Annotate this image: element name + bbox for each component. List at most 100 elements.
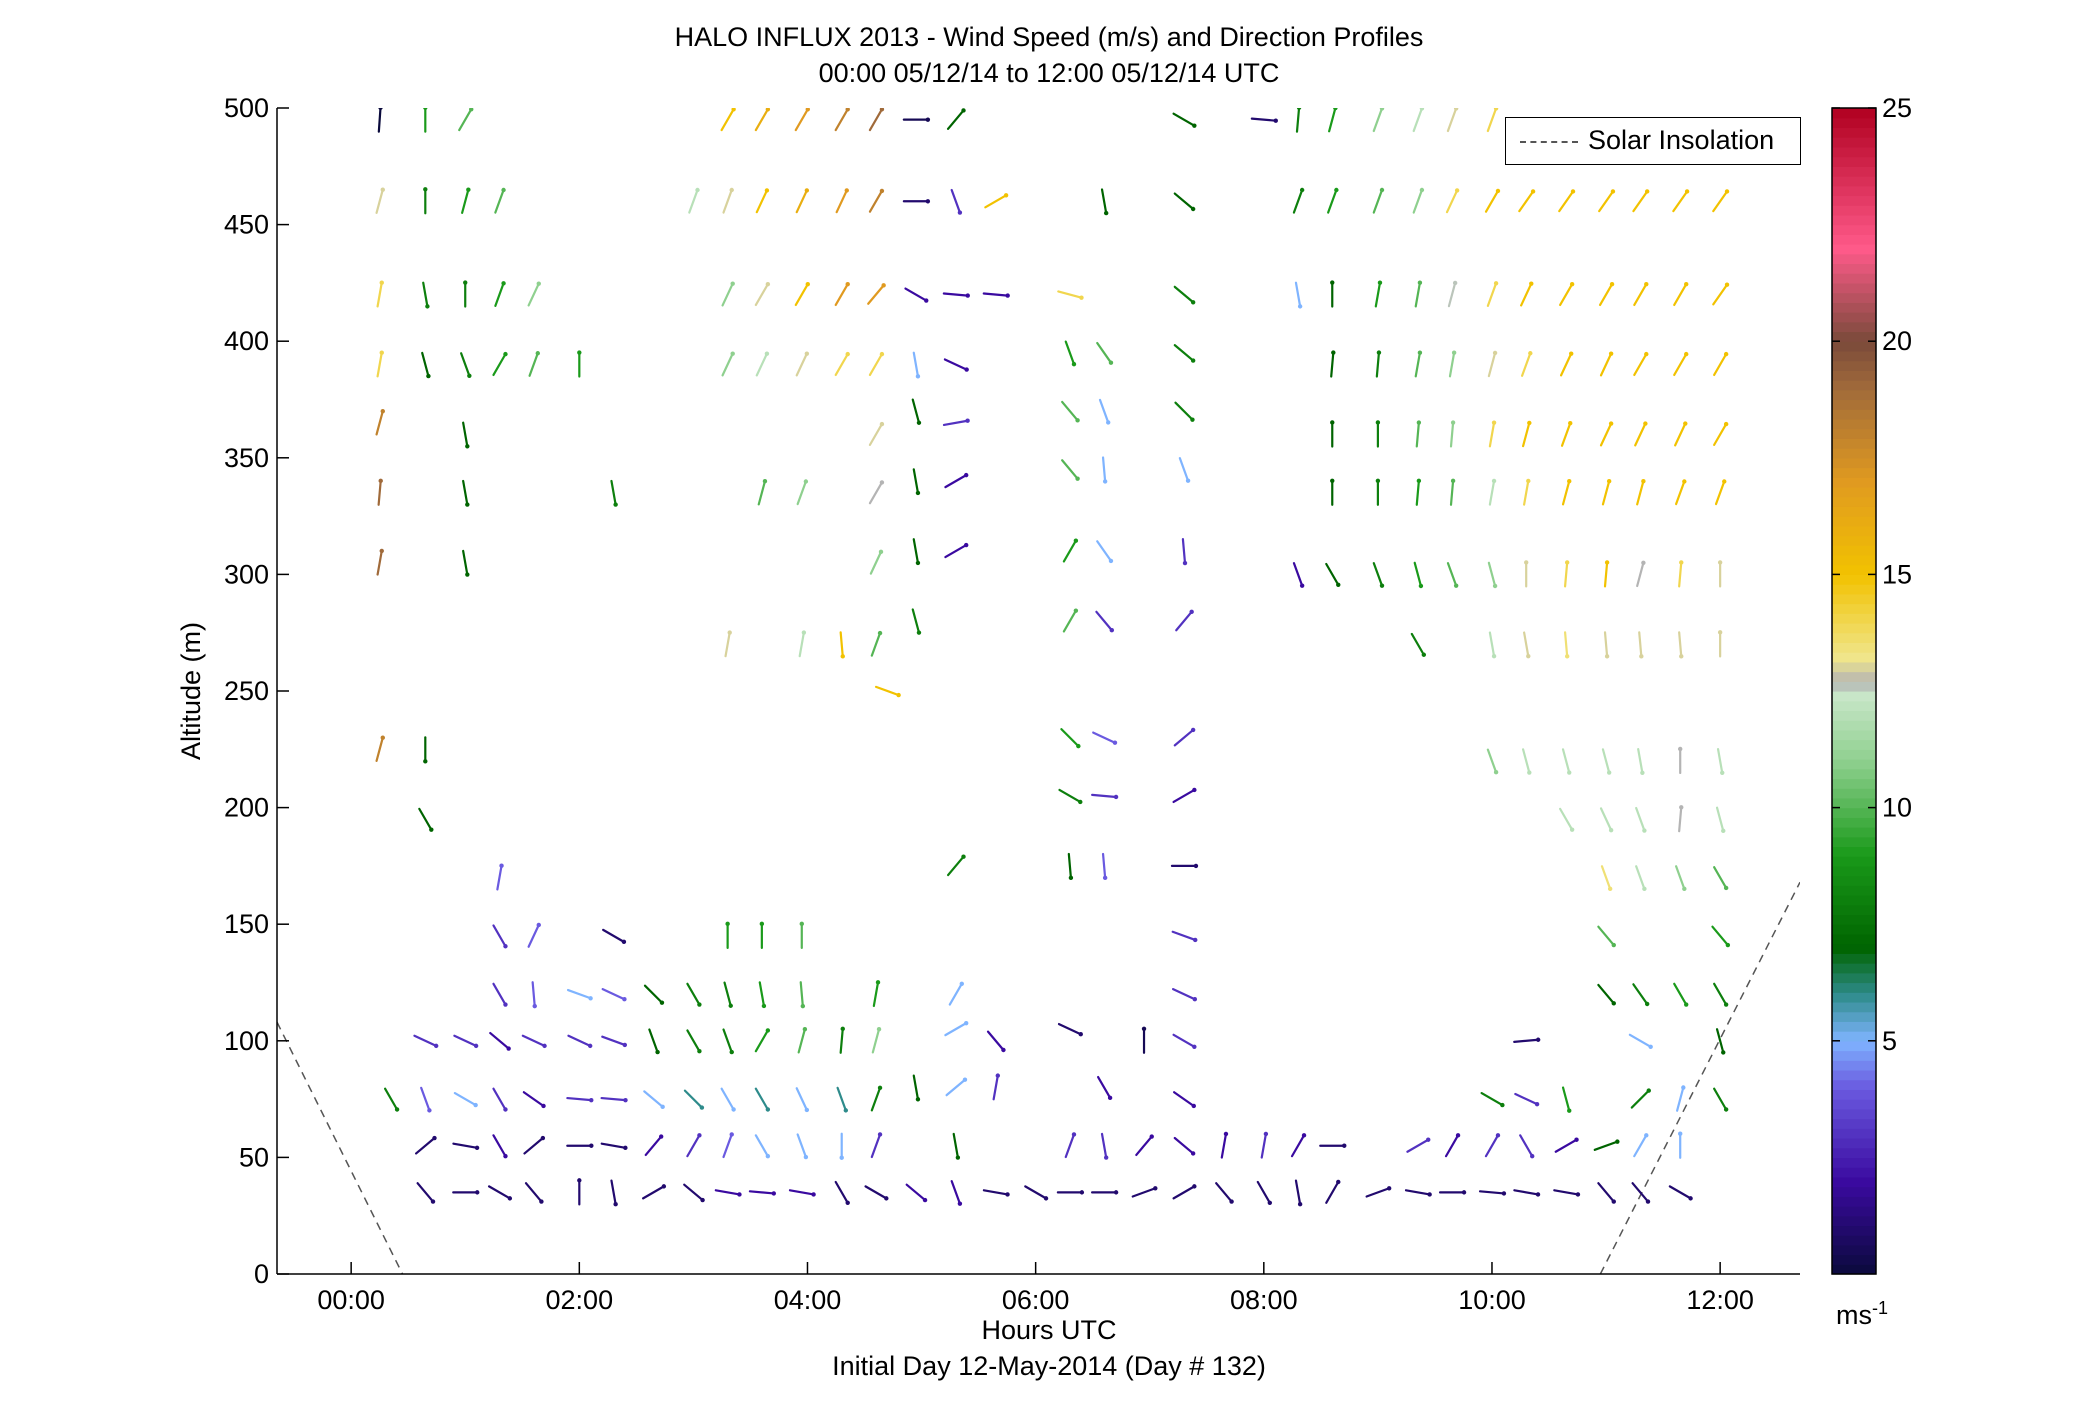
wind-vector bbox=[1554, 1137, 1579, 1153]
wind-vector bbox=[1520, 281, 1534, 307]
colorbar-segment bbox=[1832, 584, 1876, 595]
colorbar-segment bbox=[1832, 671, 1876, 682]
wind-vector-shaft bbox=[1446, 108, 1458, 133]
wind-vector-shaft bbox=[1173, 344, 1195, 362]
wind-vector-head bbox=[465, 502, 470, 507]
wind-vector bbox=[1713, 1087, 1729, 1112]
wind-vector bbox=[648, 1028, 660, 1055]
wind-vector-shaft bbox=[462, 421, 469, 448]
wind-vector-head bbox=[1461, 1190, 1467, 1195]
wind-vector bbox=[796, 479, 809, 506]
wind-vector-head bbox=[1678, 1131, 1683, 1136]
wind-vector bbox=[788, 1189, 816, 1197]
wind-vector bbox=[1524, 560, 1529, 588]
wind-vector-head bbox=[881, 283, 886, 288]
wind-vector-head bbox=[915, 374, 921, 379]
wind-vector bbox=[1675, 479, 1687, 506]
wind-vector-head bbox=[1299, 583, 1305, 588]
wind-vector-head bbox=[1192, 787, 1197, 793]
wind-vector-shaft bbox=[610, 1179, 617, 1206]
wind-vector bbox=[1599, 421, 1614, 447]
wind-vector-head bbox=[700, 1197, 705, 1203]
wind-vector-shaft bbox=[1413, 561, 1423, 588]
wind-vector-shaft bbox=[600, 1142, 627, 1149]
colorbar-segment bbox=[1832, 224, 1876, 235]
wind-vector-shaft bbox=[1415, 479, 1420, 506]
wind-vector-shaft bbox=[521, 1034, 546, 1047]
wind-vector-shaft bbox=[1711, 925, 1729, 947]
wind-vector-head bbox=[423, 108, 428, 110]
wind-vector bbox=[1330, 350, 1336, 378]
wind-vector-shaft bbox=[874, 685, 900, 697]
wind-vector-head bbox=[1452, 280, 1458, 286]
wind-vector bbox=[870, 1132, 883, 1159]
colorbar-segment bbox=[1832, 399, 1876, 410]
wind-vector-shaft bbox=[523, 1136, 544, 1155]
wind-vector bbox=[1449, 478, 1456, 506]
wind-vector-shaft bbox=[461, 188, 470, 214]
wind-vector-head bbox=[1453, 108, 1459, 111]
wind-vector-shaft bbox=[1173, 1136, 1195, 1155]
colorbar-segment bbox=[1832, 768, 1876, 780]
wind-vector bbox=[1410, 632, 1427, 657]
wind-vector-head bbox=[843, 1108, 849, 1113]
wind-vector-head bbox=[613, 502, 618, 507]
wind-vector-shaft bbox=[421, 351, 430, 378]
wind-vector-shaft bbox=[492, 353, 507, 377]
wind-vector bbox=[418, 807, 434, 832]
wind-vector-shaft bbox=[1636, 561, 1645, 588]
wind-vector bbox=[528, 351, 540, 377]
wind-vector-head bbox=[1263, 1131, 1269, 1137]
wind-vector-shaft bbox=[944, 543, 968, 559]
wind-vector-head bbox=[1640, 770, 1645, 775]
wind-vector-head bbox=[1608, 351, 1614, 356]
colorbar-segment bbox=[1832, 778, 1876, 789]
wind-vector bbox=[1713, 982, 1729, 1007]
wind-vector-shaft bbox=[527, 282, 540, 307]
wind-vector-head bbox=[728, 1003, 733, 1008]
wind-vector-head bbox=[727, 630, 732, 635]
colorbar-segment bbox=[1832, 214, 1876, 226]
wind-vector-head bbox=[925, 117, 931, 122]
wind-vector-head bbox=[1568, 421, 1573, 426]
colorbar-unit-base: ms bbox=[1836, 1300, 1872, 1330]
wind-vector bbox=[796, 1133, 809, 1160]
wind-vector-head bbox=[1375, 478, 1381, 483]
wind-vector bbox=[1717, 630, 1723, 658]
wind-vector-shaft bbox=[462, 549, 469, 576]
wind-vector bbox=[868, 351, 885, 377]
wind-vector bbox=[383, 1087, 400, 1112]
colorbar-unit: ms-1 bbox=[1836, 1298, 1888, 1331]
wind-vector-head bbox=[1108, 360, 1114, 365]
wind-vector bbox=[1633, 351, 1649, 377]
x-axis-label: Hours UTC bbox=[981, 1315, 1117, 1345]
colorbar-segment bbox=[1832, 1167, 1876, 1178]
wind-vector bbox=[1673, 351, 1689, 377]
wind-vector bbox=[1096, 341, 1114, 365]
wind-vector-shaft bbox=[748, 1190, 775, 1195]
wind-vector-head bbox=[879, 188, 885, 194]
wind-vector bbox=[1521, 748, 1532, 775]
wind-vector bbox=[986, 1030, 1006, 1053]
wind-vector bbox=[1601, 748, 1612, 775]
colorbar-segment bbox=[1832, 137, 1876, 148]
wind-vector-head bbox=[536, 281, 541, 286]
wind-vector-shaft bbox=[1412, 188, 1424, 214]
wind-vector bbox=[950, 188, 963, 215]
wind-vector bbox=[834, 351, 850, 377]
wind-vector bbox=[1412, 108, 1425, 133]
colorbar-segment bbox=[1832, 681, 1876, 692]
wind-vector bbox=[610, 1179, 618, 1207]
wind-vector-shaft bbox=[1096, 540, 1113, 563]
colorbar-segment bbox=[1832, 710, 1876, 721]
colorbar-segment bbox=[1832, 321, 1876, 333]
colorbar-tick-label: 5 bbox=[1882, 1026, 1897, 1056]
wind-vector-head bbox=[799, 921, 804, 927]
wind-vector-head bbox=[1569, 827, 1575, 832]
wind-vector-shaft bbox=[1678, 631, 1683, 658]
colorbar-segment bbox=[1832, 642, 1876, 653]
wind-vector-head bbox=[922, 1197, 928, 1203]
wind-vector bbox=[1292, 562, 1305, 588]
wind-vector bbox=[1172, 1033, 1197, 1050]
